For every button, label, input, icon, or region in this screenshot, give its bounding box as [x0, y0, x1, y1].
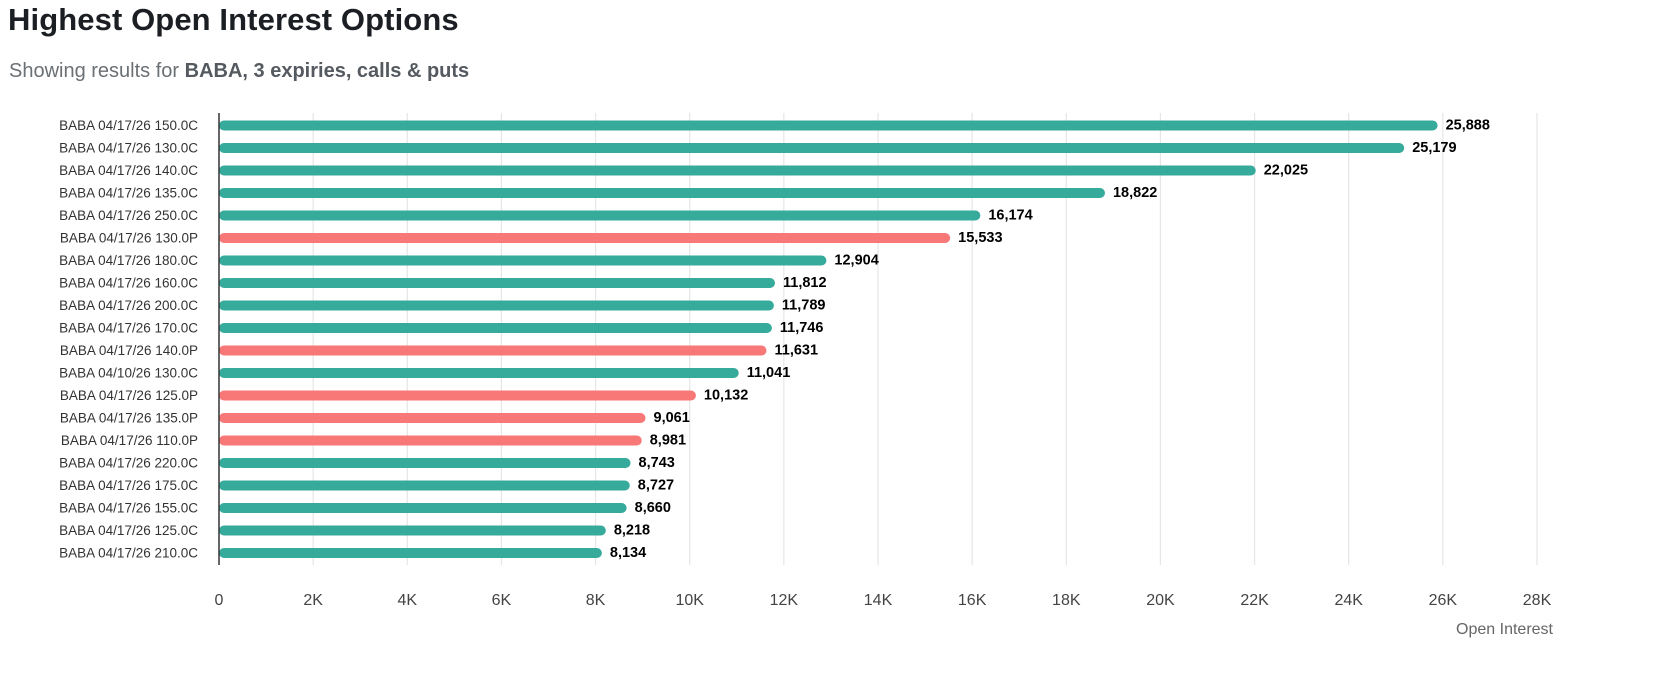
- value-label: 10,132: [704, 388, 748, 404]
- x-tick-label: 28K: [1523, 592, 1552, 609]
- category-label: BABA 04/17/26 155.0C: [59, 501, 198, 516]
- category-label: BABA 04/17/26 250.0C: [59, 208, 198, 223]
- category-label: BABA 04/17/26 110.0P: [61, 433, 198, 448]
- x-tick-label: 10K: [675, 592, 704, 609]
- category-label: BABA 04/17/26 125.0C: [59, 523, 198, 538]
- x-tick-label: 20K: [1146, 592, 1175, 609]
- value-label: 8,727: [638, 478, 674, 494]
- category-label: BABA 04/17/26 140.0P: [60, 343, 198, 358]
- value-label: 25,888: [1446, 118, 1490, 134]
- x-tick-label: 8K: [586, 592, 606, 609]
- x-tick-label: 16K: [958, 592, 987, 609]
- value-label: 8,743: [639, 455, 675, 471]
- category-label: BABA 04/17/26 125.0P: [60, 388, 198, 403]
- x-tick-label: 12K: [770, 592, 799, 609]
- call-bar: [219, 278, 776, 288]
- put-bar: [219, 413, 646, 423]
- call-bar: [219, 120, 1438, 131]
- call-bar: [219, 503, 627, 513]
- call-bar: [219, 165, 1256, 176]
- x-axis-title: Open Interest: [1456, 621, 1554, 638]
- category-label: BABA 04/17/26 210.0C: [59, 546, 198, 561]
- put-bar: [219, 233, 951, 243]
- call-bar: [219, 323, 772, 333]
- value-label: 8,134: [610, 545, 646, 561]
- category-label: BABA 04/17/26 130.0P: [60, 231, 198, 246]
- call-bar: [219, 143, 1405, 153]
- value-label: 22,025: [1264, 163, 1308, 179]
- value-label: 18,822: [1113, 185, 1157, 201]
- value-label: 11,746: [780, 320, 824, 336]
- value-label: 8,660: [635, 500, 671, 516]
- category-label: BABA 04/17/26 175.0C: [59, 478, 198, 493]
- subtitle-prefix: Showing results for: [9, 60, 185, 82]
- value-label: 12,904: [834, 253, 878, 269]
- x-tick-label: 6K: [492, 592, 512, 609]
- page-title: Highest Open Interest Options: [8, 2, 459, 37]
- x-tick-label: 4K: [397, 592, 417, 609]
- value-label: 25,179: [1412, 140, 1456, 156]
- value-label: 16,174: [988, 208, 1032, 224]
- category-label: BABA 04/17/26 200.0C: [59, 298, 198, 313]
- x-tick-label: 26K: [1429, 592, 1458, 609]
- x-tick-label: 14K: [864, 592, 893, 609]
- call-bar: [219, 255, 827, 266]
- value-label: 11,789: [782, 298, 826, 314]
- category-label: BABA 04/17/26 135.0C: [59, 186, 198, 201]
- value-label: 11,041: [747, 365, 791, 381]
- category-label: BABA 04/17/26 140.0C: [59, 163, 198, 178]
- category-label: BABA 04/17/26 160.0C: [59, 276, 198, 291]
- page-subtitle: Showing results for BABA, 3 expiries, ca…: [9, 60, 469, 83]
- value-label: 8,218: [614, 523, 650, 539]
- call-bar: [219, 548, 602, 558]
- category-label: BABA 04/17/26 220.0C: [59, 456, 198, 471]
- category-label: BABA 04/17/26 135.0P: [60, 411, 198, 426]
- value-label: 11,631: [774, 343, 818, 359]
- subtitle-filter-summary: BABA, 3 expiries, calls & puts: [184, 60, 470, 82]
- value-label: 11,812: [783, 275, 827, 291]
- put-bar: [219, 345, 767, 356]
- category-label: BABA 04/17/26 180.0C: [59, 253, 198, 268]
- call-bar: [219, 368, 739, 378]
- category-label: BABA 04/17/26 130.0C: [59, 141, 198, 156]
- category-label: BABA 04/17/26 170.0C: [59, 321, 198, 336]
- value-label: 8,981: [650, 433, 686, 449]
- call-bar: [219, 188, 1105, 198]
- call-bar: [219, 525, 606, 536]
- x-tick-label: 0: [215, 592, 224, 609]
- value-label: 9,061: [654, 410, 690, 426]
- put-bar: [219, 435, 642, 446]
- category-label: BABA 04/17/26 150.0C: [59, 118, 198, 133]
- call-bar: [219, 458, 631, 468]
- x-tick-label: 2K: [303, 592, 323, 609]
- put-bar: [219, 390, 696, 401]
- x-tick-label: 18K: [1052, 592, 1081, 609]
- call-bar: [219, 480, 630, 491]
- value-label: 15,533: [958, 230, 1002, 246]
- call-bar: [219, 300, 774, 311]
- category-label: BABA 04/10/26 130.0C: [59, 366, 198, 381]
- x-tick-label: 24K: [1334, 592, 1363, 609]
- x-tick-label: 22K: [1240, 592, 1269, 609]
- call-bar: [219, 210, 981, 221]
